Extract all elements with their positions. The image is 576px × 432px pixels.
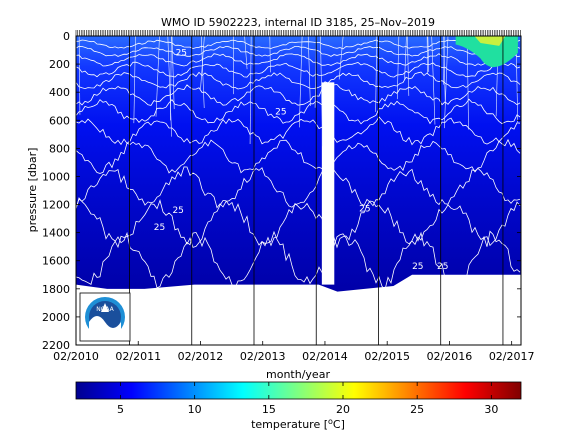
contour-label: 25: [412, 262, 423, 272]
y-tick-label: 1200: [42, 199, 70, 212]
contour-line: [76, 84, 521, 106]
noaa-logo: NOAA: [79, 292, 131, 342]
contour-line: [76, 116, 521, 146]
contour-streak: [427, 36, 430, 72]
x-tick-label: 02/2011: [115, 350, 161, 363]
contour-streak: [133, 36, 136, 124]
chart-title: WMO ID 5902223, internal ID 3185, 25–Nov…: [161, 16, 435, 29]
contour-label: 25: [176, 49, 187, 59]
colorbar-tick-label: 25: [410, 403, 424, 416]
contour-line: [76, 53, 521, 67]
contour-line: [76, 230, 521, 292]
contour-streak: [171, 36, 175, 110]
contour-streak: [375, 36, 378, 112]
contour-streak: [298, 36, 303, 128]
noaa-logo-text: NOAA: [96, 306, 114, 313]
contour-label: 25: [359, 205, 370, 215]
warm-surface-patch: [455, 36, 518, 68]
contour-line: [76, 98, 521, 125]
contour-line: [76, 45, 521, 57]
x-tick-label: 02/2013: [240, 350, 286, 363]
y-tick-label: 600: [49, 114, 70, 127]
contour-streak: [396, 36, 400, 100]
contour-label: 25: [154, 223, 165, 233]
x-axis-label: month/year: [266, 368, 330, 381]
contour-streak: [444, 36, 449, 129]
contour-line: [76, 61, 521, 78]
plot-frame: [75, 35, 522, 346]
y-tick-label: 2000: [42, 311, 70, 324]
x-tick-label: 02/2014: [302, 350, 348, 363]
contour-streak: [407, 36, 410, 96]
colorbar-tick-label: 30: [484, 403, 498, 416]
x-tick-label: 02/2012: [178, 350, 224, 363]
contour-label: 25: [275, 108, 286, 118]
data-gap: [321, 82, 335, 285]
y-tick-label: 800: [49, 142, 70, 155]
contour-line: [76, 138, 521, 174]
contour-label: 25: [172, 206, 183, 216]
contour-streak: [320, 36, 323, 147]
contour-streak: [167, 36, 172, 137]
y-tick-label: 1600: [42, 255, 70, 268]
contour-label: 25: [437, 262, 448, 272]
x-tick-label: 02/2015: [364, 350, 410, 363]
x-tick-label: 02/2016: [427, 350, 473, 363]
colorbar-label: temperature [oC]: [251, 417, 345, 431]
colorbar-tick-label: 10: [188, 403, 202, 416]
contour-line: [76, 39, 521, 50]
colorbar-tick-label: 15: [262, 403, 276, 416]
contour-line: [76, 197, 521, 249]
contour-line: [76, 166, 521, 209]
contour-streak: [443, 36, 445, 85]
colorbar-tick-label: 5: [117, 403, 124, 416]
y-axis-label: pressure [dbar]: [26, 148, 39, 233]
contour-streak: [200, 36, 205, 108]
contour-streak: [404, 36, 407, 80]
y-tick-label: 200: [49, 58, 70, 71]
y-tick-label: 400: [49, 86, 70, 99]
x-tick-label: 02/2017: [489, 350, 535, 363]
contour-streak: [244, 36, 248, 70]
plot-area: 25 25 25 25 25 25 25: [76, 36, 521, 345]
colorbar: [75, 381, 522, 400]
x-tick-label: 02/2010: [53, 350, 99, 363]
contour-streak: [269, 36, 271, 73]
contour-streak: [155, 36, 160, 117]
y-tick-label: 1000: [42, 170, 70, 183]
y-tick-label: 1800: [42, 283, 70, 296]
y-tick-label: 1400: [42, 227, 70, 240]
y-tick-label: 0: [63, 30, 70, 43]
y-tick-label: 2200: [42, 339, 70, 352]
contour-streak: [338, 36, 344, 80]
contour-streak: [249, 36, 252, 144]
contour-streak: [466, 36, 469, 130]
contour-streak: [431, 36, 436, 125]
warm-surface-layer: [455, 36, 518, 68]
contour-streak: [307, 36, 311, 107]
contour-streak: [78, 36, 81, 115]
warm-surface-core: [474, 36, 506, 46]
colorbar-tick-label: 20: [336, 403, 350, 416]
temperature-field: [76, 36, 521, 292]
